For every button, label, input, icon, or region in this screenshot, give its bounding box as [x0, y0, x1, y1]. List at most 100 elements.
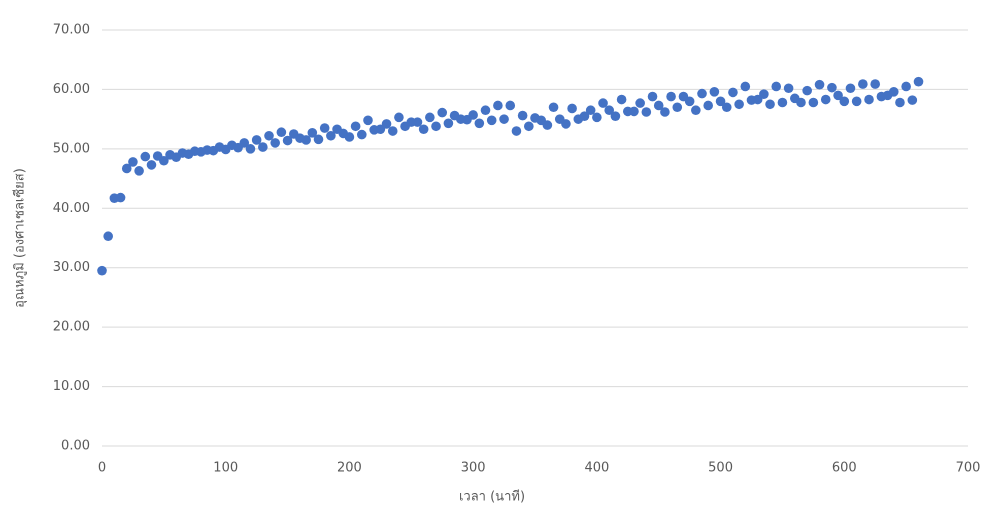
data-point: [721, 102, 732, 113]
data-point: [394, 112, 404, 123]
data-point: [703, 100, 713, 111]
data-point: [493, 100, 503, 111]
data-point: [264, 130, 274, 141]
data-point: [524, 121, 534, 132]
data-point: [777, 97, 788, 108]
data-point: [307, 128, 318, 138]
data-point: [542, 120, 553, 130]
data-point: [759, 89, 769, 99]
y-tick-label: 20.00: [53, 320, 90, 335]
data-point: [159, 155, 169, 166]
data-point: [517, 110, 528, 121]
data-point: [313, 134, 324, 145]
data-point: [567, 103, 577, 114]
data-point: [592, 112, 602, 123]
x-tick-label: 100: [213, 461, 238, 476]
x-tick-label: 500: [708, 461, 733, 476]
data-point: [635, 98, 645, 108]
data-point: [610, 111, 621, 121]
data-point: [387, 126, 398, 136]
data-point: [771, 81, 782, 92]
data-point: [121, 163, 132, 174]
y-tick-label: 60.00: [53, 82, 90, 97]
data-point: [913, 76, 924, 87]
data-point: [425, 112, 435, 123]
data-point: [381, 119, 392, 129]
data-point: [412, 117, 423, 127]
data-point: [561, 119, 571, 129]
data-point: [443, 118, 454, 129]
data-point: [870, 79, 881, 89]
data-point: [357, 129, 367, 140]
y-tick-label: 40.00: [53, 201, 90, 216]
data-point: [888, 87, 899, 97]
data-point: [691, 105, 701, 116]
data-point: [276, 127, 287, 138]
x-tick-label: 0: [98, 461, 106, 476]
data-point: [845, 83, 856, 94]
data-point: [728, 87, 738, 98]
data-point: [604, 105, 615, 116]
data-point: [486, 115, 497, 126]
data-point: [301, 135, 311, 145]
data-point: [684, 96, 695, 107]
data-point: [146, 160, 157, 170]
y-axis-label: อุณหภูมิ (องศาเซลเซียส): [12, 168, 28, 308]
data-point: [709, 87, 720, 97]
data-point: [128, 157, 138, 167]
data-point: [783, 83, 794, 94]
data-point: [641, 107, 652, 117]
data-point: [270, 138, 281, 148]
data-point: [647, 91, 658, 102]
data-point: [437, 107, 448, 118]
data-point: [258, 142, 268, 152]
data-point: [820, 94, 831, 105]
data-point: [134, 166, 144, 176]
data-point: [245, 144, 256, 154]
x-tick-label: 200: [337, 461, 362, 476]
data-point: [672, 102, 683, 113]
data-point: [505, 100, 516, 111]
data-point: [901, 81, 911, 92]
x-tick-label: 300: [461, 461, 486, 476]
data-point: [115, 192, 126, 203]
data-point: [814, 79, 825, 90]
data-point: [499, 114, 509, 124]
data-point: [97, 265, 107, 276]
data-point: [103, 231, 113, 242]
data-point: [765, 99, 775, 110]
data-point: [431, 121, 441, 132]
data-point: [251, 135, 262, 145]
data-point: [511, 126, 522, 136]
data-point: [548, 102, 559, 113]
data-point: [598, 98, 608, 108]
data-point: [808, 97, 819, 108]
data-point: [660, 107, 670, 117]
data-point: [239, 138, 250, 148]
data-point: [839, 96, 850, 107]
data-point: [864, 94, 874, 105]
x-tick-label: 400: [584, 461, 609, 476]
data-point: [858, 79, 868, 89]
data-point: [629, 106, 639, 117]
data-point: [319, 123, 330, 133]
data-point: [140, 151, 151, 162]
data-point: [326, 130, 336, 141]
x-tick-label: 600: [832, 461, 857, 476]
data-point: [282, 135, 293, 146]
data-point: [363, 115, 373, 126]
data-point: [418, 124, 429, 135]
data-point: [344, 132, 355, 142]
data-point: [851, 96, 862, 107]
y-tick-label: 50.00: [53, 141, 90, 156]
data-point: [653, 100, 664, 111]
data-point: [907, 95, 918, 105]
data-point: [616, 94, 627, 105]
data-point: [734, 99, 744, 110]
data-point: [579, 111, 590, 121]
x-tick-label: 700: [956, 461, 981, 476]
data-point: [350, 121, 361, 132]
data-point: [796, 97, 806, 108]
